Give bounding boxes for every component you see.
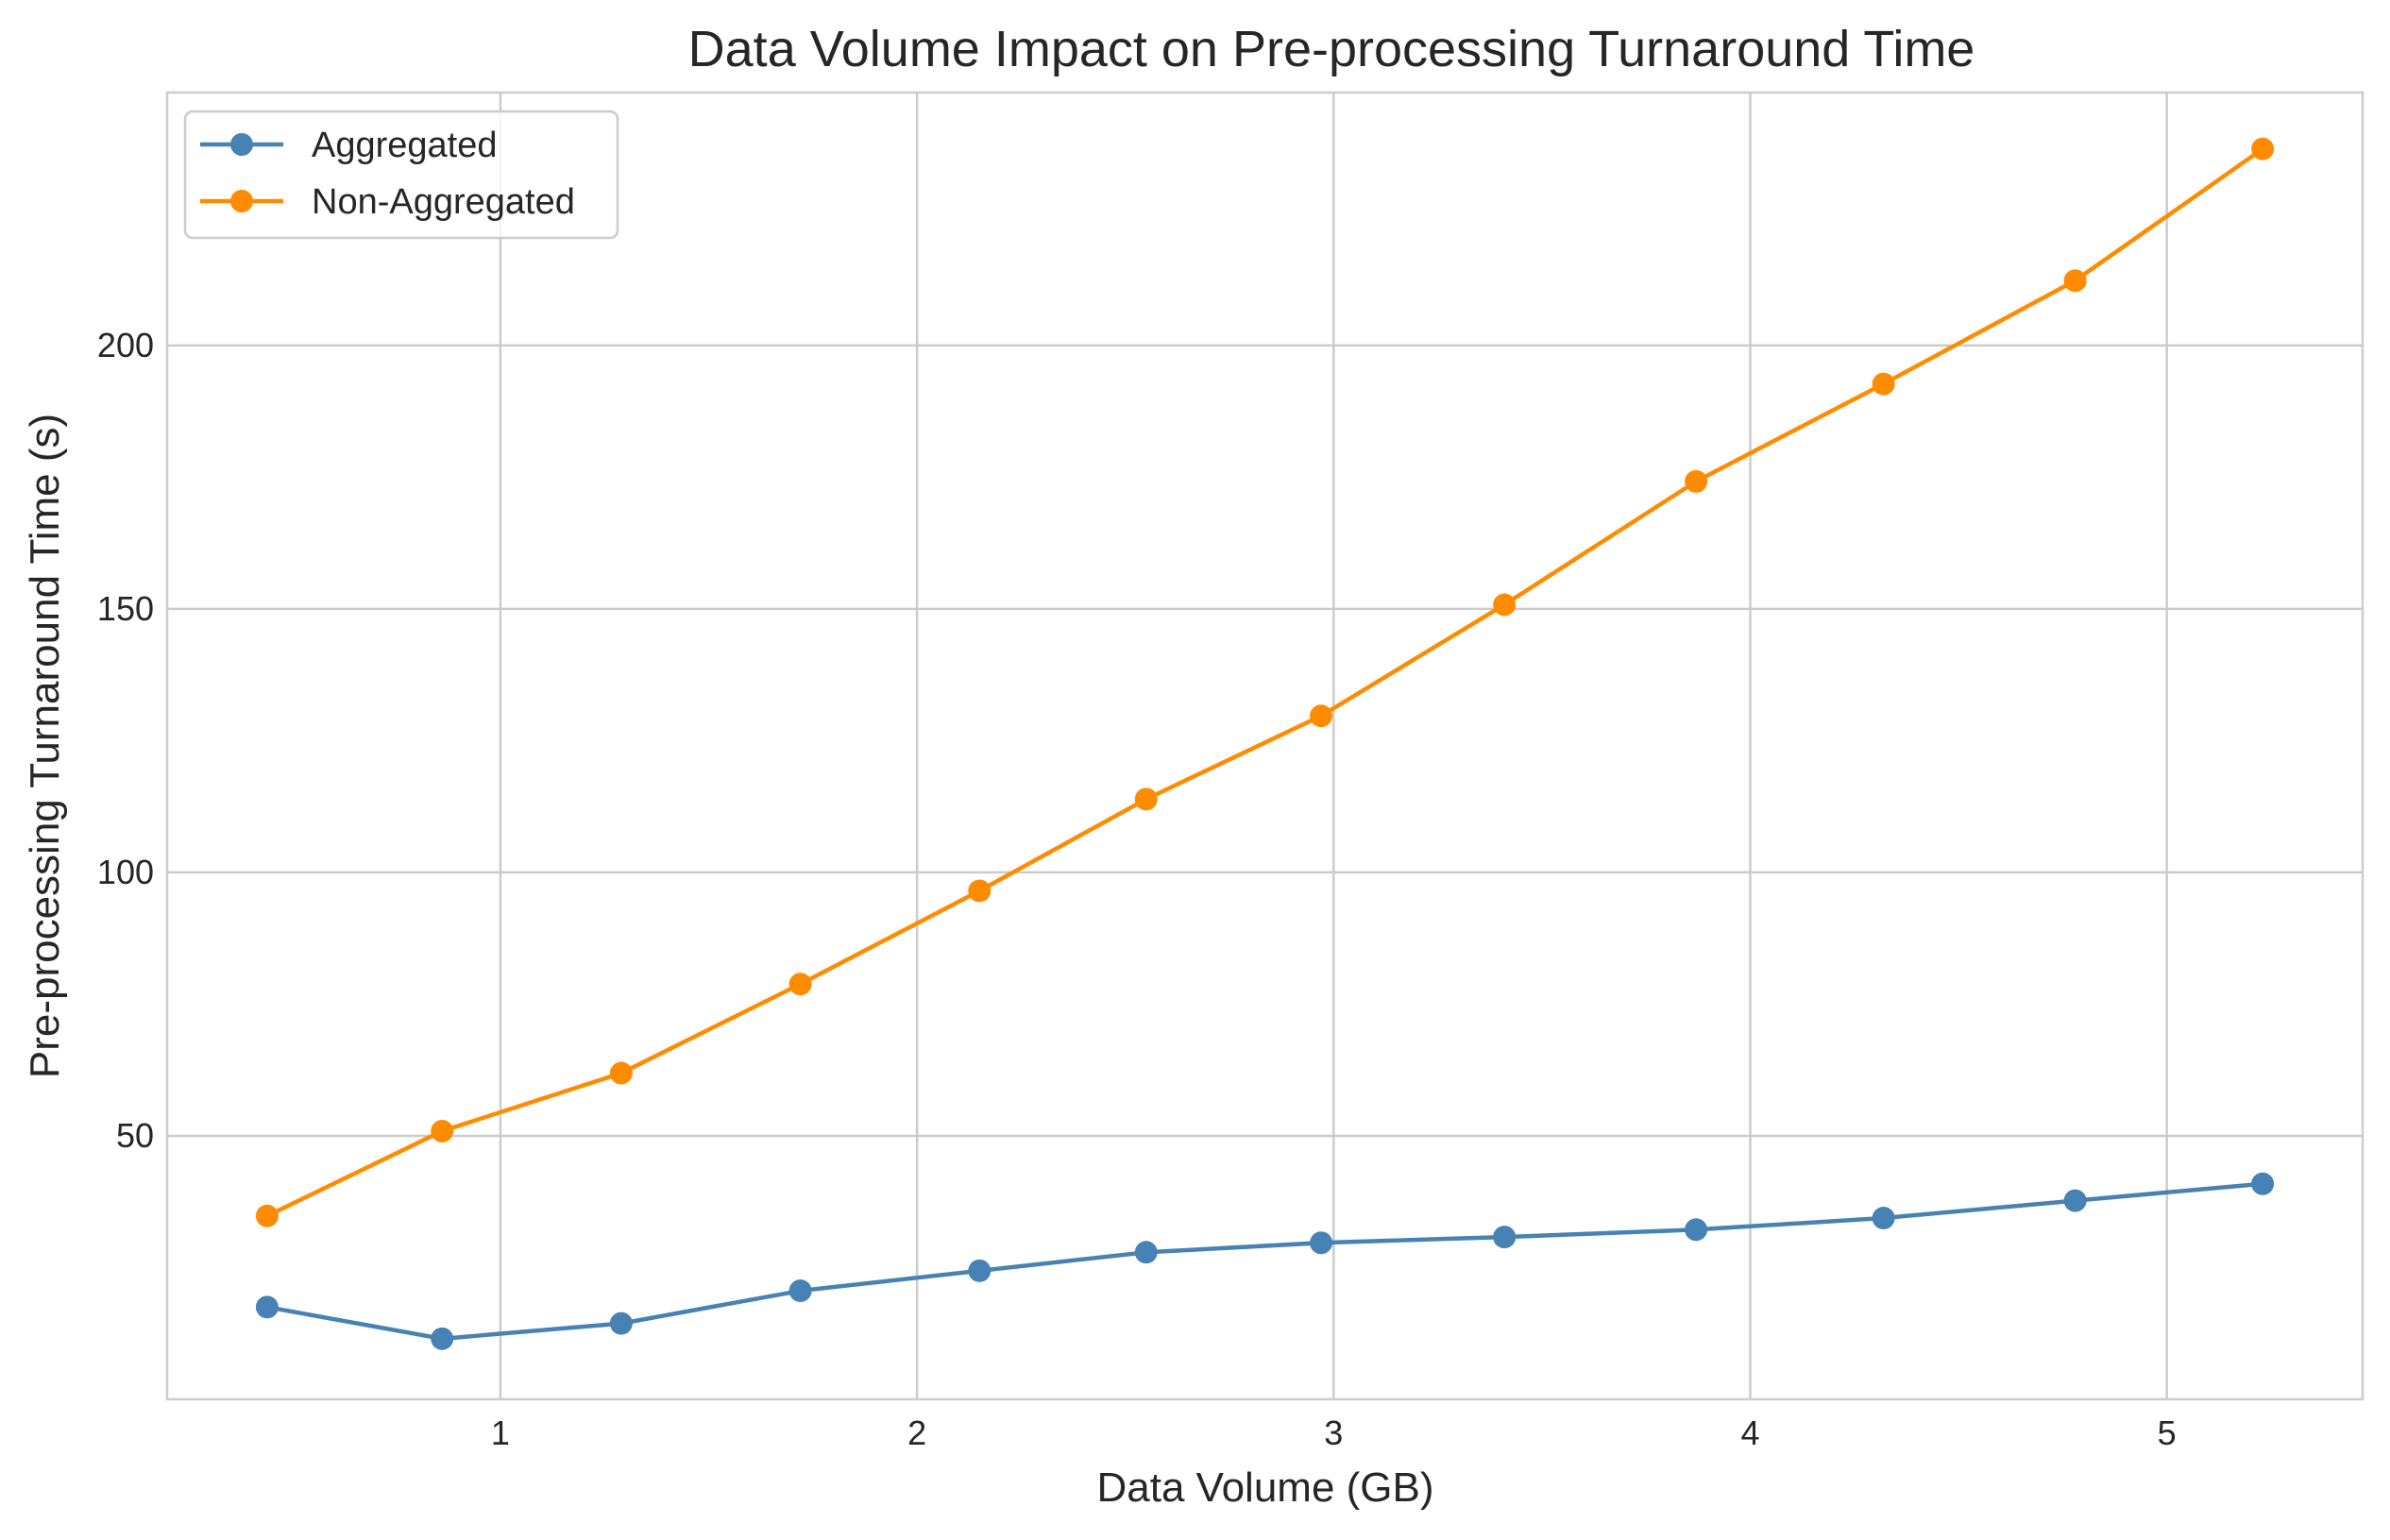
data-point-aggregated	[255, 1295, 279, 1319]
legend-marker-aggregated	[230, 133, 253, 156]
series-line-non-aggregated	[264, 146, 2265, 1219]
data-point-non-aggregated	[1493, 593, 1517, 617]
data-point-non-aggregated	[1134, 787, 1158, 811]
data-point-aggregated	[1872, 1207, 1895, 1230]
x-tick-label: 4	[1740, 1413, 1759, 1452]
y-tick-label: 100	[97, 853, 154, 891]
x-tick-label: 2	[907, 1413, 926, 1452]
data-point-aggregated	[1685, 1218, 1708, 1242]
data-point-non-aggregated	[968, 879, 992, 903]
legend-frame	[183, 110, 619, 240]
data-point-non-aggregated	[2251, 137, 2275, 161]
data-point-aggregated	[788, 1279, 812, 1303]
data-point-non-aggregated	[1685, 469, 1708, 493]
series-line-aggregated	[264, 1181, 2265, 1342]
y-tick-label: 150	[97, 589, 154, 628]
data-point-non-aggregated	[1872, 372, 1895, 396]
legend-label-non-aggregated: Non-Aggregated	[312, 182, 575, 222]
data-point-non-aggregated	[255, 1204, 279, 1227]
plot-frame	[165, 91, 2365, 1401]
data-point-aggregated	[1310, 1231, 1333, 1255]
chart-title: Data Volume Impact on Pre-processing Tur…	[688, 21, 1975, 77]
data-point-non-aggregated	[788, 973, 812, 996]
data-point-non-aggregated	[1310, 704, 1333, 728]
x-tick-label: 1	[491, 1413, 510, 1452]
y-tick-label: 200	[97, 326, 154, 364]
x-tick-label: 3	[1324, 1413, 1343, 1452]
legend-marker-non-aggregated	[230, 190, 253, 212]
data-point-aggregated	[431, 1327, 454, 1350]
data-point-aggregated	[1134, 1241, 1158, 1264]
legend: Aggregated Non-Aggregated	[183, 110, 619, 240]
y-axis-label: Pre-processing Turnaround Time (s)	[22, 414, 68, 1078]
x-tick-label: 5	[2158, 1413, 2177, 1452]
data-point-aggregated	[2063, 1189, 2087, 1212]
data-point-non-aggregated	[2063, 269, 2087, 293]
data-point-aggregated	[609, 1312, 633, 1335]
data-point-non-aggregated	[609, 1061, 633, 1085]
data-point-non-aggregated	[431, 1119, 454, 1142]
legend-label-aggregated: Aggregated	[312, 126, 498, 165]
x-axis-label: Data Volume (GB)	[1096, 1464, 1433, 1511]
series-group	[255, 137, 2275, 1350]
data-point-aggregated	[2251, 1172, 2275, 1195]
tick-labels: 1 2 3 4 5 50 100 150 200	[97, 326, 2177, 1452]
data-point-aggregated	[968, 1259, 992, 1282]
y-tick-label: 50	[116, 1116, 154, 1155]
data-point-aggregated	[1493, 1226, 1517, 1249]
grid-lines	[167, 93, 2363, 1399]
